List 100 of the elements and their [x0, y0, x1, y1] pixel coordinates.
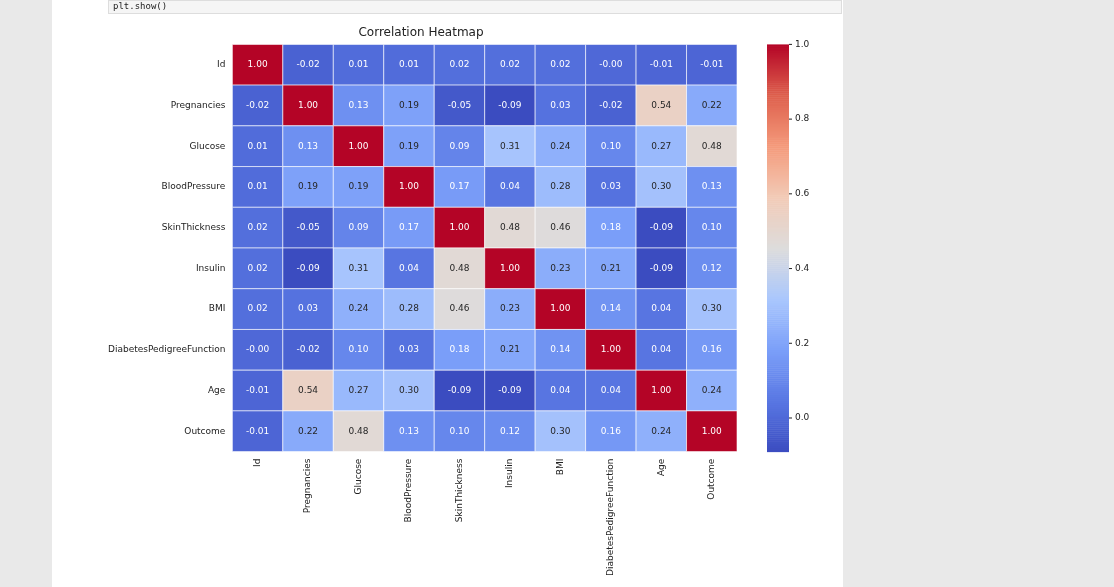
color-bar-label: 1.0	[795, 38, 810, 49]
y-tick-label: BloodPressure	[161, 181, 226, 192]
color-bar-label: 0.2	[795, 337, 810, 348]
data-label: 0.04	[651, 344, 672, 355]
data-label: 0.01	[348, 59, 369, 70]
data-label: 0.03	[298, 303, 319, 314]
data-label: -0.01	[245, 425, 270, 436]
data-label: 0.09	[348, 221, 369, 232]
data-label: 0.01	[247, 181, 268, 192]
data-label: -0.05	[447, 99, 472, 110]
data-label: 1.00	[701, 425, 723, 436]
data-label: 0.03	[600, 181, 621, 192]
x-tick-label: BMI	[554, 458, 565, 476]
data-label: 0.03	[550, 99, 571, 110]
data-label: 0.12	[499, 425, 520, 436]
data-label: -0.00	[599, 59, 623, 70]
data-label: 0.04	[398, 262, 420, 273]
data-label: 0.13	[701, 181, 722, 192]
y-tick-label: Insulin	[195, 262, 226, 273]
data-label: 0.10	[348, 344, 369, 355]
data-label: 0.13	[398, 425, 420, 436]
data-label: 1.00	[247, 59, 268, 70]
data-label: 0.46	[550, 221, 571, 232]
y-tick-label: SkinThickness	[161, 221, 226, 232]
y-tick-label: Outcome	[184, 425, 226, 436]
data-label: 0.27	[651, 140, 672, 151]
data-label: 0.19	[348, 181, 369, 192]
data-label: 0.02	[550, 59, 571, 70]
data-label: 0.02	[247, 262, 268, 273]
data-label: 0.46	[449, 303, 470, 314]
data-label: 0.30	[651, 181, 672, 192]
data-label: 0.23	[550, 262, 571, 273]
data-label: -0.02	[599, 99, 623, 110]
data-label: -0.01	[700, 59, 724, 70]
x-tick-label: Id	[251, 458, 262, 467]
data-label: 0.02	[499, 59, 520, 70]
data-label: 0.12	[701, 262, 722, 273]
text: plt.show()	[113, 1, 169, 11]
data-label: 0.24	[550, 140, 571, 151]
data-label: -0.01	[245, 384, 270, 395]
color-bar-label: 0.8	[795, 113, 810, 124]
x-tick-label: DiabetesPedigreeFunction	[605, 458, 616, 577]
data-label: -0.02	[296, 344, 320, 355]
data-label: -0.09	[498, 99, 522, 110]
data-label: 1.00	[499, 262, 521, 273]
data-label: 0.28	[398, 303, 420, 314]
color-bar-label: 0.6	[795, 188, 810, 199]
x-tick-label: Pregnancies	[302, 458, 313, 514]
data-label: 0.19	[298, 181, 319, 192]
data-label: 0.30	[398, 384, 420, 395]
data-label: 0.21	[499, 344, 520, 355]
data-label: 0.01	[247, 140, 268, 151]
data-label: 0.18	[449, 344, 470, 355]
data-label: 0.02	[247, 221, 268, 232]
data-label: 0.48	[701, 140, 723, 151]
data-label: 0.54	[298, 384, 319, 395]
data-label: 0.30	[701, 303, 723, 314]
data-label: -0.09	[296, 262, 320, 273]
x-tick-label: Glucose	[352, 458, 363, 495]
data-label: 0.48	[348, 425, 369, 436]
data-label: 0.03	[398, 344, 420, 355]
data-label: 0.10	[701, 221, 723, 232]
data-label: 0.17	[449, 181, 470, 192]
x-tick-label: Outcome	[706, 458, 717, 500]
data-label: -0.02	[245, 99, 270, 110]
data-label: 0.28	[550, 181, 571, 192]
data-label: 0.18	[600, 221, 622, 232]
y-tick-label: DiabetesPedigreeFunction	[107, 344, 226, 355]
data-label: 0.14	[600, 303, 622, 314]
data-label: 1.00	[348, 140, 369, 151]
chart-title: Correlation Heatmap	[358, 25, 484, 40]
data-label: 0.27	[348, 384, 369, 395]
data-label: 0.54	[651, 99, 672, 110]
y-tick-label: Glucose	[189, 140, 226, 151]
y-tick-label: Age	[207, 384, 226, 395]
data-label: 0.22	[701, 99, 722, 110]
data-label: 0.19	[398, 140, 420, 151]
data-label: -0.02	[296, 59, 320, 70]
data-label: 0.22	[298, 425, 319, 436]
data-label: 0.13	[348, 99, 369, 110]
x-tick-label: Insulin	[504, 458, 515, 489]
data-label: -0.01	[649, 59, 673, 70]
data-label: 0.13	[298, 140, 319, 151]
data-label: 0.16	[701, 344, 723, 355]
data-label: 0.31	[499, 140, 520, 151]
data-label: 1.00	[298, 99, 319, 110]
data-label: 1.00	[651, 384, 672, 395]
data-label: -0.09	[649, 221, 674, 232]
x-tick-label: SkinThickness	[453, 458, 464, 523]
data-label: 0.24	[701, 384, 723, 395]
data-label: 0.02	[247, 303, 268, 314]
data-label: 0.23	[499, 303, 520, 314]
data-label: -0.09	[447, 384, 472, 395]
data-label: 0.02	[449, 59, 470, 70]
data-label: 0.24	[348, 303, 369, 314]
data-label: 1.00	[600, 344, 622, 355]
data-label: 0.01	[398, 59, 420, 70]
data-label: 0.04	[499, 181, 521, 192]
data-label: 0.31	[348, 262, 369, 273]
data-label: 0.10	[600, 140, 622, 151]
